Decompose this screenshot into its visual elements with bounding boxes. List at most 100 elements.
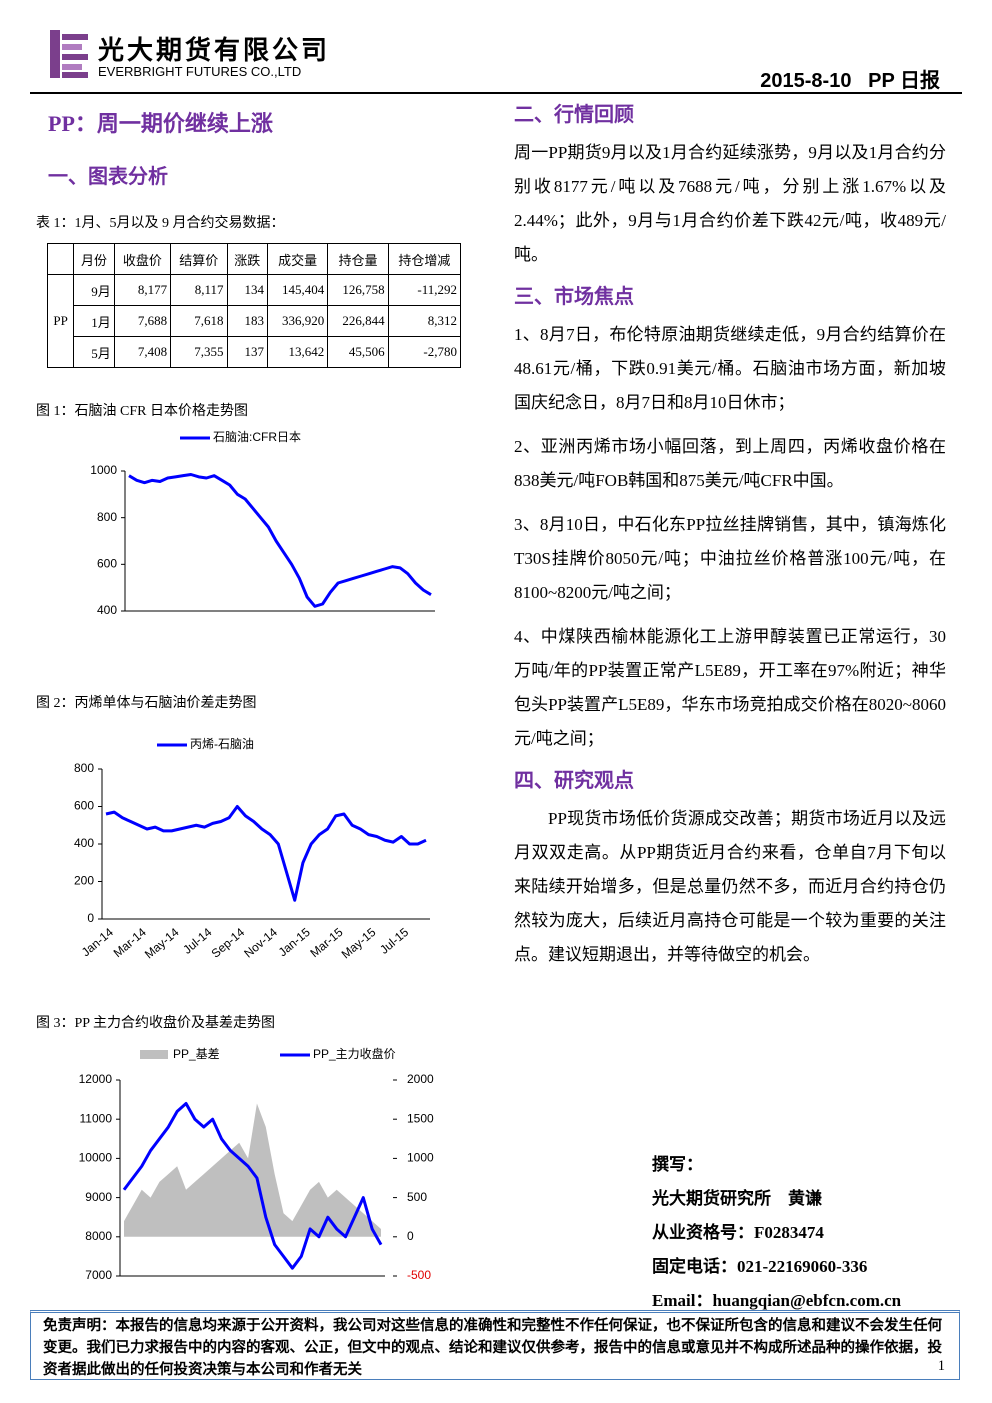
legend-swatch — [140, 1050, 168, 1059]
legend-label: 丙烯-石脑油 — [190, 737, 254, 751]
author-line: 光大期货研究所 黄谦 — [652, 1182, 901, 1216]
paragraph: 周一PP期货9月以及1月合约延续涨势，9月以及1月合约分别收8177元/吨以及7… — [514, 143, 946, 264]
y-tick-label: 12000 — [79, 1072, 113, 1086]
paragraph: PP现货市场低价货源成交改善；期货市场近月以及远月双双走高。从PP期货近月合约来… — [514, 809, 946, 964]
title: PP：周一期价继续上涨 — [48, 111, 273, 136]
author-block: 撰写： 光大期货研究所 黄谦 从业资格号：F0283474 固定电话：021-2… — [652, 1148, 901, 1318]
table-cell: 7,355 — [170, 336, 228, 368]
column-header: 持仓量 — [327, 243, 389, 275]
x-tick-label: May-14 — [142, 925, 182, 962]
right-column: 二、行情回顾 周一PP期货9月以及1月合约延续涨势，9月以及1月合约分别收817… — [514, 100, 946, 982]
y2-tick-label: 1500 — [407, 1111, 434, 1125]
y-tick-label: 8000 — [85, 1229, 112, 1243]
y-tick-label: 200 — [74, 874, 94, 888]
figure-caption: 图 2：丙烯单体与石脑油价差走势图 — [36, 696, 257, 711]
column-header: 持仓增减 — [387, 243, 462, 275]
y2-tick-label: 1000 — [407, 1151, 434, 1165]
table-row: PP 9月 8,177 8,117 134 145,404 126,758 -11,292 — [46, 274, 462, 368]
y-tick-label: 1000 — [90, 463, 117, 477]
table-cell: 45,506 — [327, 336, 389, 368]
y-tick-label: 11000 — [80, 1111, 113, 1125]
y2-tick-label: 0 — [407, 1229, 414, 1243]
y2-tick-label: -500 — [407, 1268, 431, 1282]
x-tick-label: Jul-15 — [377, 925, 411, 957]
page-number: 1 — [937, 1358, 945, 1374]
table-cell: 134 — [226, 274, 268, 306]
report-name: PP 日报 — [868, 70, 940, 92]
line — [122, 1102, 383, 1270]
author-email: Email：huangqian@ebfcn.com.cn — [652, 1291, 902, 1310]
line — [105, 805, 427, 902]
author-org: 光大期货研究所 — [652, 1189, 771, 1208]
y-tick-label: 0 — [87, 911, 94, 925]
table-cell: 7,618 — [170, 305, 228, 337]
x-tick-label: Jan-15 — [276, 925, 313, 960]
figure-caption: 图 3：PP 主力合约收盘价及基差走势图 — [36, 1016, 276, 1031]
author-label: 撰写： — [652, 1155, 703, 1174]
column-header: 月份 — [73, 243, 115, 275]
y-tick-label: 600 — [74, 799, 94, 813]
table-cell — [46, 243, 75, 275]
data-table: 月份 收盘价 结算价 涨跌 成交量 持仓量 持仓增减 PP 9月 8,177 8,117 134 145… — [46, 243, 462, 368]
figure-caption: 图 1：石脑油 CFR 日本价格走势图 — [36, 404, 248, 419]
table-cell: 137 — [226, 336, 268, 368]
table-cell: 126,758 — [327, 274, 389, 306]
column-header: 结算价 — [170, 243, 228, 275]
legend-label: 石脑油:CFR日本 — [213, 430, 301, 444]
chart: 7000 8000 9000 10000 11000 12000 -500 0 500 1000 1… — [79, 1046, 434, 1282]
line — [128, 473, 432, 608]
table-cell: -2,780 — [387, 336, 462, 368]
date: 2015-8-10 — [760, 70, 852, 92]
chart: 0200400600800Jan-14Mar-14May-14Jul-14Sep… — [74, 737, 430, 962]
table-cell: 145,404 — [266, 274, 329, 306]
table-cell: 5月 — [73, 336, 115, 368]
author-phone: 固定电话：021-22169060-336 — [652, 1257, 868, 1276]
table-cell: 8,312 — [387, 305, 462, 337]
y-tick-label: 7000 — [85, 1268, 112, 1282]
section-heading: 一、图表分析 — [48, 166, 168, 188]
table-cell: -11,292 — [387, 274, 462, 306]
company-en: EVERBRIGHT FUTURES CO.,LTD — [98, 64, 302, 79]
x-tick-label: Sep-14 — [209, 925, 248, 961]
y-tick-label: 800 — [74, 761, 94, 775]
legend-label: PP_主力收盘价 — [313, 1046, 396, 1061]
table-cell: 13,642 — [266, 336, 329, 368]
table-cell: 226,844 — [327, 305, 389, 337]
table-caption: 表 1：1月、5月以及 9 月合约交易数据： — [36, 216, 285, 231]
column-header: 成交量 — [266, 243, 329, 275]
x-tick-label: May-15 — [339, 925, 379, 962]
section-heading: 三、市场焦点 — [514, 286, 634, 308]
table-cell: 9月 — [73, 274, 115, 306]
disclaimer: 免责声明：本报告的信息均来源于公开资料，我公司对这些信息的准确性和完整性不作任何… — [43, 1318, 942, 1378]
table-row: 1月 7,688 7,618 183 336,920 226,844 8,312 — [48, 305, 462, 337]
y-tick-label: 400 — [74, 836, 94, 850]
report-date: 2015-8-10 PP 日报 — [760, 64, 940, 93]
paragraph: 4、中煤陕西榆林能源化工上游甲醇装置已正常运行，30万吨/年的PP装置正常产L5… — [514, 627, 946, 748]
table-cell: 7,408 — [113, 336, 172, 368]
x-tick-label: Jan-14 — [79, 925, 116, 960]
x-tick-label: Mar-15 — [307, 925, 345, 960]
paragraph: 3、8月10日，中石化东PP拉丝挂牌销售，其中，镇海炼化T30S挂牌价8050元… — [514, 515, 946, 602]
chart: 400 600 800 1000 石脑油:CFR日本 — [90, 430, 435, 617]
disclaimer-box: 免责声明：本报告的信息均来源于公开资料，我公司对这些信息的准确性和完整性不作任何… — [30, 1310, 960, 1380]
row-group: PP — [46, 274, 75, 368]
logo — [50, 30, 88, 78]
y2-tick-label: 2000 — [407, 1072, 434, 1086]
company-cn: 光大期货有限公司 — [98, 36, 331, 65]
column-header: 涨跌 — [226, 243, 268, 275]
table-row: 月份 收盘价 结算价 涨跌 成交量 持仓量 持仓增减 — [46, 243, 462, 275]
y2-tick-label: 500 — [407, 1190, 427, 1204]
table-cell: 1月 — [73, 305, 115, 337]
x-tick-label: Mar-14 — [111, 925, 149, 960]
y-tick-label: 800 — [97, 510, 117, 524]
paragraph: 1、8月7日，布伦特原油期货继续走低，9月合约结算价在48.61元/桶，下跌0.… — [514, 325, 946, 412]
table-cell: 183 — [226, 305, 268, 337]
y-tick-label: 10000 — [79, 1151, 113, 1165]
legend-label: PP_基差 — [173, 1047, 220, 1061]
table-cell: 336,920 — [266, 305, 329, 337]
section-heading: 四、研究观点 — [514, 770, 634, 792]
table-row: 5月 7,408 7,355 137 13,642 45,506 -2,780 — [48, 336, 462, 368]
table-cell: 8,177 — [113, 274, 172, 306]
paragraph: 2、亚洲丙烯市场小幅回落，到上周四，丙烯收盘价格在838美元/吨FOB韩国和87… — [514, 437, 946, 490]
